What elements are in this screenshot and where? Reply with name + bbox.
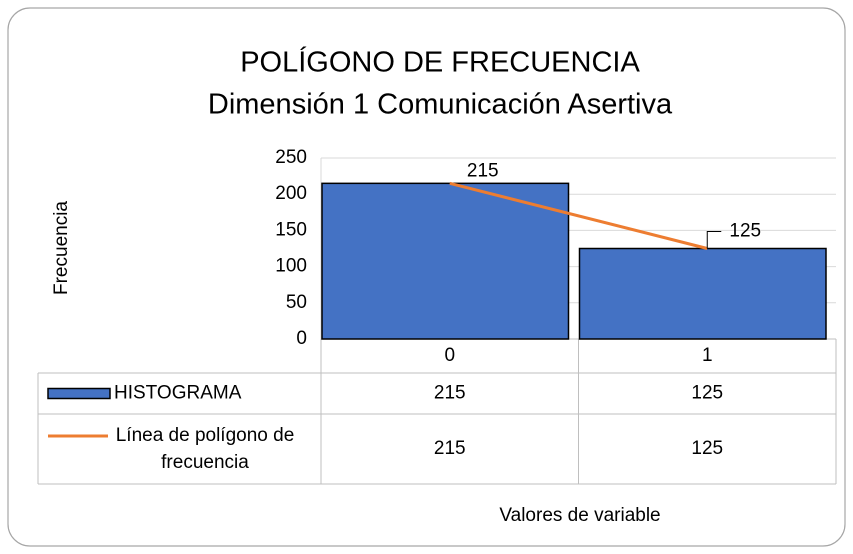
chart-title: POLÍGONO DE FRECUENCIA [240,46,640,79]
legend-label: Línea de polígono de frecuencia [115,425,295,473]
y-tick-label: 200 [275,183,307,204]
polygon-line [449,181,708,250]
y-tick-label: 150 [275,219,307,240]
x-axis-label: Valores de variable [499,505,660,526]
data-label: 125 [729,221,761,242]
x-tick-label: 0 [444,345,455,366]
table-value: 215 [434,383,466,404]
legend-swatch [47,387,111,400]
y-axis-label: Frecuencia [51,201,72,295]
y-tick-label: 50 [286,292,307,313]
legend-label: HISTOGRAMA [114,383,242,404]
data-label: 215 [467,160,499,181]
table-value: 125 [691,438,723,459]
table-value: 125 [691,383,723,404]
chart-subtitle: Dimensión 1 Comunicación Asertiva [208,89,673,121]
x-tick-label: 1 [702,345,713,366]
y-tick-label: 250 [275,147,307,168]
bar [321,182,570,340]
leader-line [706,231,722,249]
table-value: 215 [434,438,466,459]
legend-box: Línea de polígono de frecuencia [115,425,295,473]
y-tick-label: 100 [275,256,307,277]
bar [578,247,827,340]
y-tick-label: 0 [296,328,307,349]
